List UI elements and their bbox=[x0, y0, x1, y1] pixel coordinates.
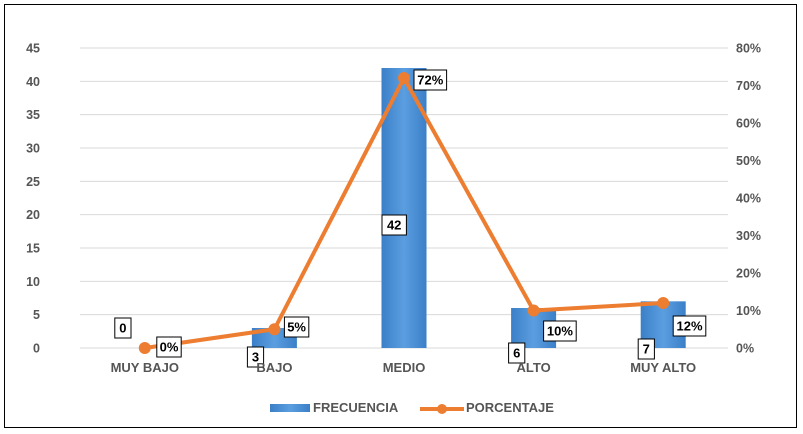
y-left-tick-label: 20 bbox=[26, 208, 40, 222]
legend-label-porcentaje: PORCENTAJE bbox=[466, 400, 554, 415]
x-category-label: MUY BAJO bbox=[111, 360, 179, 375]
line-point bbox=[398, 72, 410, 84]
bar-data-label: 6 bbox=[513, 346, 520, 361]
y-right-tick-label: 50% bbox=[736, 154, 761, 168]
y-right-tick-label: 80% bbox=[736, 42, 761, 56]
y-left-tick-label: 25 bbox=[26, 175, 40, 189]
y-left-tick-label: 35 bbox=[26, 108, 40, 122]
bar-data-label: 0 bbox=[119, 321, 126, 336]
bar-data-label-box bbox=[381, 214, 407, 236]
y-right-tick-label: 60% bbox=[736, 117, 761, 131]
bar-data-label: 7 bbox=[643, 342, 650, 357]
y-left-tick-label: 0 bbox=[33, 342, 40, 356]
y-right-tick-label: 10% bbox=[736, 304, 761, 318]
bar-data-label: 42 bbox=[387, 218, 401, 233]
y-right-tick-label: 40% bbox=[736, 192, 761, 206]
x-category-label: ALTO bbox=[517, 360, 551, 375]
line-data-label-box bbox=[283, 316, 310, 338]
line-point bbox=[138, 342, 151, 354]
y-right-tick-label: 30% bbox=[736, 229, 761, 243]
line-data-label: 10% bbox=[547, 324, 573, 339]
x-category-label: BAJO bbox=[256, 360, 292, 375]
y-right-tick-label: 70% bbox=[736, 79, 761, 93]
bar-data-label-box bbox=[246, 346, 265, 368]
line-data-label: 5% bbox=[287, 320, 306, 335]
x-category-label: MUY ALTO bbox=[630, 360, 696, 375]
legend-swatch-frecuencia bbox=[270, 404, 310, 412]
line-data-label-box bbox=[156, 336, 182, 358]
y-left-tick-label: 15 bbox=[26, 242, 40, 256]
bar-data-label-box bbox=[637, 338, 655, 360]
y-left-tick-label: 45 bbox=[26, 42, 40, 56]
line-data-label-box bbox=[672, 315, 707, 337]
line-data-label-box bbox=[543, 320, 577, 342]
y-left-tick-label: 10 bbox=[26, 275, 40, 289]
x-category-label: MEDIO bbox=[383, 360, 426, 375]
y-left-tick-label: 40 bbox=[26, 75, 40, 89]
legend-label-frecuencia: FRECUENCIA bbox=[313, 400, 399, 415]
y-left-tick-label: 5 bbox=[33, 308, 40, 322]
line-point bbox=[527, 304, 540, 317]
line-point bbox=[657, 297, 670, 309]
y-right-tick-label: 0% bbox=[736, 342, 754, 356]
y-right-tick-label: 20% bbox=[736, 267, 761, 281]
line-data-label-box bbox=[413, 69, 448, 91]
bar-data-label: 3 bbox=[252, 350, 259, 365]
line-data-label: 12% bbox=[676, 319, 702, 334]
legend-marker-porcentaje bbox=[437, 404, 447, 414]
line-data-label: 0% bbox=[160, 340, 179, 355]
bar-data-label-box bbox=[508, 342, 526, 364]
line-data-label: 72% bbox=[417, 73, 443, 88]
line-point bbox=[268, 323, 281, 336]
y-left-tick-label: 30 bbox=[26, 142, 40, 156]
bar bbox=[381, 68, 427, 348]
bar-data-label-box bbox=[114, 317, 132, 339]
